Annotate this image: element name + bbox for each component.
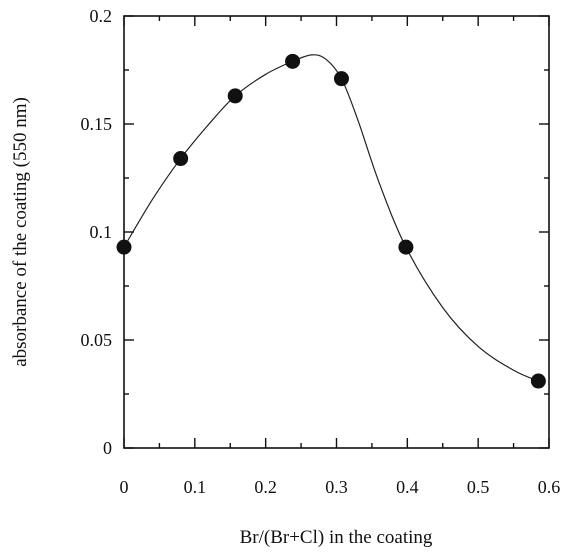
x-tick-label: 0.2 bbox=[254, 477, 277, 497]
y-tick-label: 0.05 bbox=[81, 330, 113, 350]
x-axis-label: Br/(Br+Cl) in the coating bbox=[240, 527, 433, 548]
tick-labels: 0 0.1 0.2 0.3 0.4 0.5 0.6 0 0.05 0.1 0.15 0.2 bbox=[81, 6, 561, 497]
y-tick-label: 0.2 bbox=[90, 6, 113, 26]
fit-curve-layer bbox=[123, 54, 539, 382]
x-tick-label: 0.3 bbox=[325, 477, 348, 497]
data-point bbox=[285, 53, 301, 69]
x-tick-label: 0 bbox=[120, 477, 129, 497]
x-tick-label: 0.1 bbox=[184, 477, 207, 497]
x-tick-label: 0.5 bbox=[467, 477, 490, 497]
plot-frame bbox=[123, 15, 550, 449]
data-point bbox=[333, 71, 349, 87]
y-axis-label: absorbance of the coating (550 nm) bbox=[10, 97, 31, 367]
data-point bbox=[173, 151, 189, 167]
y-tick-label: 0.1 bbox=[90, 222, 113, 242]
data-point bbox=[227, 88, 243, 104]
data-point bbox=[530, 373, 546, 389]
y-tick-label: 0.15 bbox=[81, 114, 113, 134]
data-points bbox=[116, 53, 546, 389]
y-tick-label: 0 bbox=[103, 438, 112, 458]
fit-curve bbox=[123, 54, 539, 382]
x-tick-label: 0.4 bbox=[396, 477, 419, 497]
data-point bbox=[398, 239, 414, 255]
x-tick-label: 0.6 bbox=[538, 477, 561, 497]
